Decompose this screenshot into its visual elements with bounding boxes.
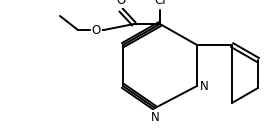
Text: N: N xyxy=(151,111,159,124)
Text: N: N xyxy=(200,79,209,92)
Text: O: O xyxy=(92,23,101,36)
Text: Cl: Cl xyxy=(154,0,166,7)
Text: O: O xyxy=(116,0,126,7)
